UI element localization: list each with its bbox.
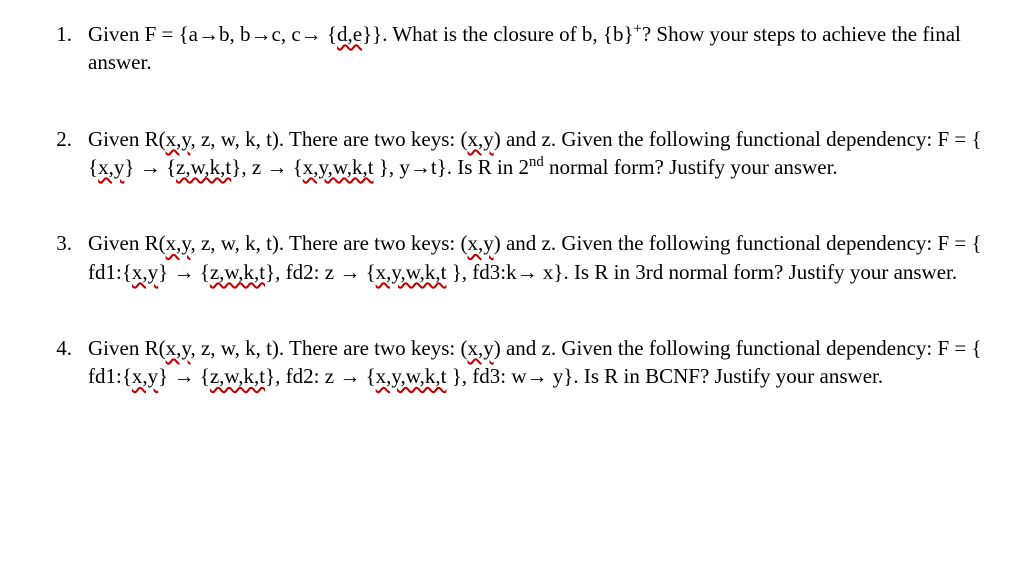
text-run: }}. What is the closure of b, {b} bbox=[362, 22, 633, 46]
wavy-text: x,y bbox=[166, 231, 191, 255]
text-run: → bbox=[339, 364, 360, 388]
text-run: , z, w, k, t). There are two keys: ( bbox=[190, 231, 467, 255]
text-run: t}. Is R in 2 bbox=[431, 155, 529, 179]
wavy-text: x,y bbox=[132, 260, 158, 284]
superscript: nd bbox=[529, 154, 544, 170]
text-run: x}. Is R in 3rd normal form? Justify you… bbox=[538, 260, 958, 284]
text-run: b, b bbox=[219, 22, 251, 46]
text-run: → bbox=[251, 22, 272, 46]
question-content: Given R(x,y, z, w, k, t). There are two … bbox=[88, 334, 984, 391]
text-run: → bbox=[527, 364, 548, 388]
question-1: 1.Given F = {a→b, b→c, c→ {d,e}}. What i… bbox=[40, 20, 984, 77]
text-run: } bbox=[158, 364, 173, 388]
text-run: { bbox=[161, 155, 176, 179]
text-run: → bbox=[266, 155, 287, 179]
text-run: Given R( bbox=[88, 336, 166, 360]
document-root: 1.Given F = {a→b, b→c, c→ {d,e}}. What i… bbox=[40, 20, 984, 391]
text-run: → bbox=[517, 260, 538, 284]
question-number: 1. bbox=[40, 20, 88, 77]
text-run: } bbox=[158, 260, 173, 284]
wavy-text: x,y bbox=[166, 336, 191, 360]
text-run: → bbox=[140, 155, 161, 179]
text-run: { bbox=[287, 155, 302, 179]
text-run: → bbox=[198, 22, 219, 46]
wavy-text: x,y bbox=[467, 336, 493, 360]
text-run: }, z bbox=[231, 155, 266, 179]
text-run: , z, w, k, t). There are two keys: ( bbox=[190, 336, 467, 360]
wavy-text: x,y bbox=[98, 155, 124, 179]
text-run: { bbox=[322, 22, 337, 46]
question-content: Given F = {a→b, b→c, c→ {d,e}}. What is … bbox=[88, 20, 984, 77]
wavy-text: x,y,w,k,t bbox=[376, 364, 447, 388]
text-run: } bbox=[124, 155, 139, 179]
superscript: + bbox=[634, 21, 642, 37]
wavy-text: d,e bbox=[337, 22, 362, 46]
text-run: }, y bbox=[374, 155, 410, 179]
question-4: 4.Given R(x,y, z, w, k, t). There are tw… bbox=[40, 334, 984, 391]
text-run: → bbox=[301, 22, 322, 46]
text-run: Given R( bbox=[88, 127, 166, 151]
text-run: { bbox=[195, 364, 210, 388]
text-run: y}. Is R in BCNF? Justify your answer. bbox=[548, 364, 884, 388]
question-number: 3. bbox=[40, 229, 88, 286]
text-run: }, fd3:k bbox=[446, 260, 516, 284]
question-content: Given R(x,y, z, w, k, t). There are two … bbox=[88, 125, 984, 182]
text-run: }, fd3: w bbox=[446, 364, 526, 388]
question-2: 2.Given R(x,y, z, w, k, t). There are tw… bbox=[40, 125, 984, 182]
text-run: { bbox=[360, 364, 375, 388]
text-run: }, fd2: z bbox=[265, 364, 339, 388]
wavy-text: z,w,k,t bbox=[210, 260, 265, 284]
wavy-text: z,w,k,t bbox=[176, 155, 231, 179]
wavy-text: x,y bbox=[467, 231, 493, 255]
wavy-text: x,y bbox=[467, 127, 493, 151]
text-run: → bbox=[410, 155, 431, 179]
text-run: { bbox=[195, 260, 210, 284]
text-run: → bbox=[174, 260, 195, 284]
wavy-text: x,y,w,k,t bbox=[376, 260, 447, 284]
text-run: { bbox=[360, 260, 375, 284]
text-run: }, fd2: z bbox=[265, 260, 339, 284]
question-number: 2. bbox=[40, 125, 88, 182]
text-run: → bbox=[174, 364, 195, 388]
wavy-text: z,w,k,t bbox=[210, 364, 265, 388]
text-run: Given R( bbox=[88, 231, 166, 255]
question-content: Given R(x,y, z, w, k, t). There are two … bbox=[88, 229, 984, 286]
text-run: normal form? Justify your answer. bbox=[544, 155, 838, 179]
wavy-text: x,y bbox=[166, 127, 191, 151]
question-number: 4. bbox=[40, 334, 88, 391]
wavy-text: x,y bbox=[132, 364, 158, 388]
wavy-text: x,y,w,k,t bbox=[303, 155, 374, 179]
text-run: c, c bbox=[272, 22, 301, 46]
text-run: Given F = {a bbox=[88, 22, 198, 46]
question-3: 3.Given R(x,y, z, w, k, t). There are tw… bbox=[40, 229, 984, 286]
text-run: → bbox=[339, 260, 360, 284]
text-run: , z, w, k, t). There are two keys: ( bbox=[190, 127, 467, 151]
